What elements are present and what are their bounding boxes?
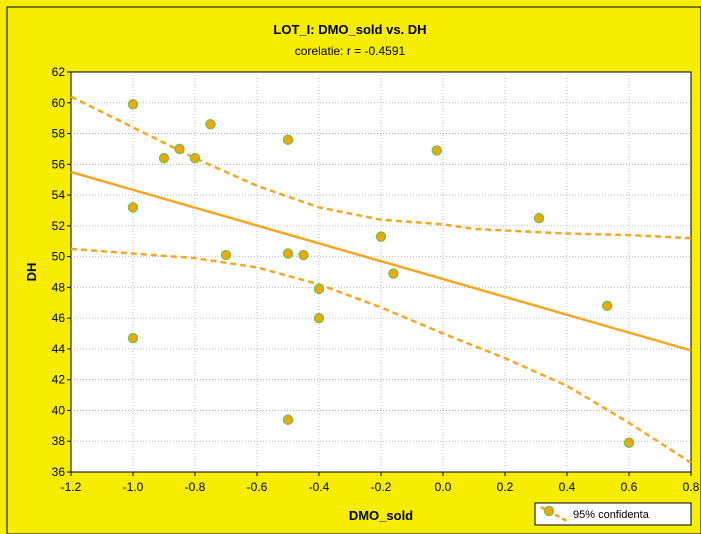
legend-marker-swatch <box>543 505 555 517</box>
data-point <box>158 152 170 164</box>
data-point <box>313 312 325 324</box>
data-point <box>189 152 201 164</box>
data-point <box>623 437 635 449</box>
x-tick-label: -0.6 <box>247 480 268 494</box>
chart-title: LOT_I: DMO_sold vs. DH <box>273 22 426 37</box>
x-tick-label: 0.2 <box>497 480 514 494</box>
y-tick-label: 42 <box>52 373 66 387</box>
data-point <box>220 249 232 261</box>
data-point <box>533 212 545 224</box>
y-tick-label: 46 <box>52 311 66 325</box>
y-tick-label: 48 <box>52 280 66 294</box>
y-tick-label: 60 <box>52 96 66 110</box>
plot-frame <box>6 6 701 534</box>
data-point <box>127 99 139 110</box>
y-tick-label: 40 <box>52 403 66 417</box>
y-tick-label: 54 <box>52 188 66 202</box>
data-point <box>298 249 309 261</box>
data-points <box>127 99 635 449</box>
confidence-upper-line <box>70 95 692 240</box>
x-tick-label: -0.2 <box>371 480 392 494</box>
legend: 95% confidenta <box>534 502 692 526</box>
regression-line <box>70 170 692 352</box>
legend-entry: 95% confidenta <box>573 509 650 521</box>
x-tick-label: -0.4 <box>309 480 330 494</box>
data-point <box>127 332 139 344</box>
x-tick-label: 0.6 <box>621 480 638 494</box>
y-tick-label: 44 <box>52 342 66 356</box>
y-tick-label: 58 <box>52 127 66 141</box>
chart-subtitle: corelatie: r = -0.4591 <box>295 44 406 58</box>
data-point <box>205 119 216 130</box>
y-axis: 36 38 40 42 44 46 48 50 52 54 56 58 60 62 <box>52 65 71 479</box>
y-tick-label: 52 <box>52 219 66 233</box>
x-tick-label: -0.8 <box>185 480 206 494</box>
data-point <box>313 283 325 295</box>
y-tick-label: 36 <box>52 465 66 479</box>
data-point <box>388 268 399 279</box>
data-point <box>602 300 613 312</box>
legend-box <box>534 502 692 526</box>
x-axis-label: DMO_sold <box>349 508 413 523</box>
y-tick-label: 62 <box>52 65 66 79</box>
data-point <box>431 145 443 156</box>
x-axis: -1.2 -1.0 -0.8 -0.6 -0.4 -0.2 0.0 0.2 0.4 0.6 0.8 <box>61 472 700 494</box>
regression-lines <box>70 95 692 464</box>
data-point <box>174 143 185 155</box>
x-tick-label: 0.4 <box>559 480 576 494</box>
data-point <box>282 134 294 145</box>
y-tick-label: 56 <box>52 157 66 171</box>
data-point <box>282 414 294 425</box>
x-tick-label: -1.2 <box>61 480 82 494</box>
x-tick-label: 0.0 <box>435 480 452 494</box>
confidence-lower-line <box>70 247 692 464</box>
grid <box>71 72 691 472</box>
y-axis-label: DH <box>24 263 39 282</box>
y-tick-label: 38 <box>52 434 66 448</box>
data-point <box>282 248 294 259</box>
data-point <box>375 231 387 242</box>
y-tick-label: 50 <box>52 250 66 264</box>
data-point <box>127 202 139 213</box>
x-tick-label: -1.0 <box>123 480 144 494</box>
x-tick-label: 0.8 <box>683 480 700 494</box>
